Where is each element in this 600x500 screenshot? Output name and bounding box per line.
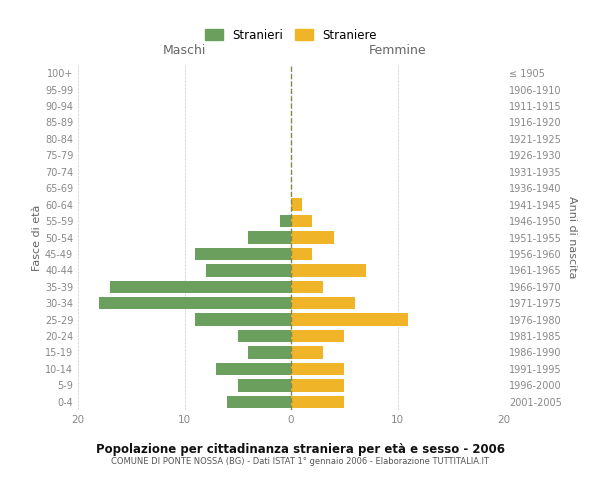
Bar bbox=[291, 280, 323, 293]
Bar bbox=[291, 248, 313, 260]
Bar bbox=[291, 314, 408, 326]
Legend: Stranieri, Straniere: Stranieri, Straniere bbox=[199, 22, 383, 48]
Bar bbox=[291, 232, 334, 243]
Bar bbox=[291, 215, 313, 227]
Bar bbox=[280, 215, 291, 227]
Bar bbox=[110, 280, 291, 293]
Bar bbox=[291, 297, 355, 310]
Bar bbox=[291, 379, 344, 392]
Bar bbox=[248, 346, 291, 358]
Text: Femmine: Femmine bbox=[368, 44, 427, 57]
Bar bbox=[248, 232, 291, 243]
Text: Popolazione per cittadinanza straniera per età e sesso - 2006: Popolazione per cittadinanza straniera p… bbox=[95, 442, 505, 456]
Bar bbox=[291, 346, 323, 358]
Bar bbox=[217, 363, 291, 375]
Bar bbox=[238, 330, 291, 342]
Bar bbox=[99, 297, 291, 310]
Text: Maschi: Maschi bbox=[163, 44, 206, 57]
Bar bbox=[291, 396, 344, 408]
Bar bbox=[238, 379, 291, 392]
Y-axis label: Fasce di età: Fasce di età bbox=[32, 204, 42, 270]
Bar bbox=[227, 396, 291, 408]
Bar bbox=[291, 363, 344, 375]
Y-axis label: Anni di nascita: Anni di nascita bbox=[567, 196, 577, 279]
Bar bbox=[291, 264, 365, 276]
Text: COMUNE DI PONTE NOSSA (BG) - Dati ISTAT 1° gennaio 2006 - Elaborazione TUTTITALI: COMUNE DI PONTE NOSSA (BG) - Dati ISTAT … bbox=[111, 458, 489, 466]
Bar bbox=[291, 198, 302, 211]
Bar bbox=[206, 264, 291, 276]
Bar bbox=[291, 330, 344, 342]
Bar bbox=[195, 248, 291, 260]
Bar bbox=[195, 314, 291, 326]
